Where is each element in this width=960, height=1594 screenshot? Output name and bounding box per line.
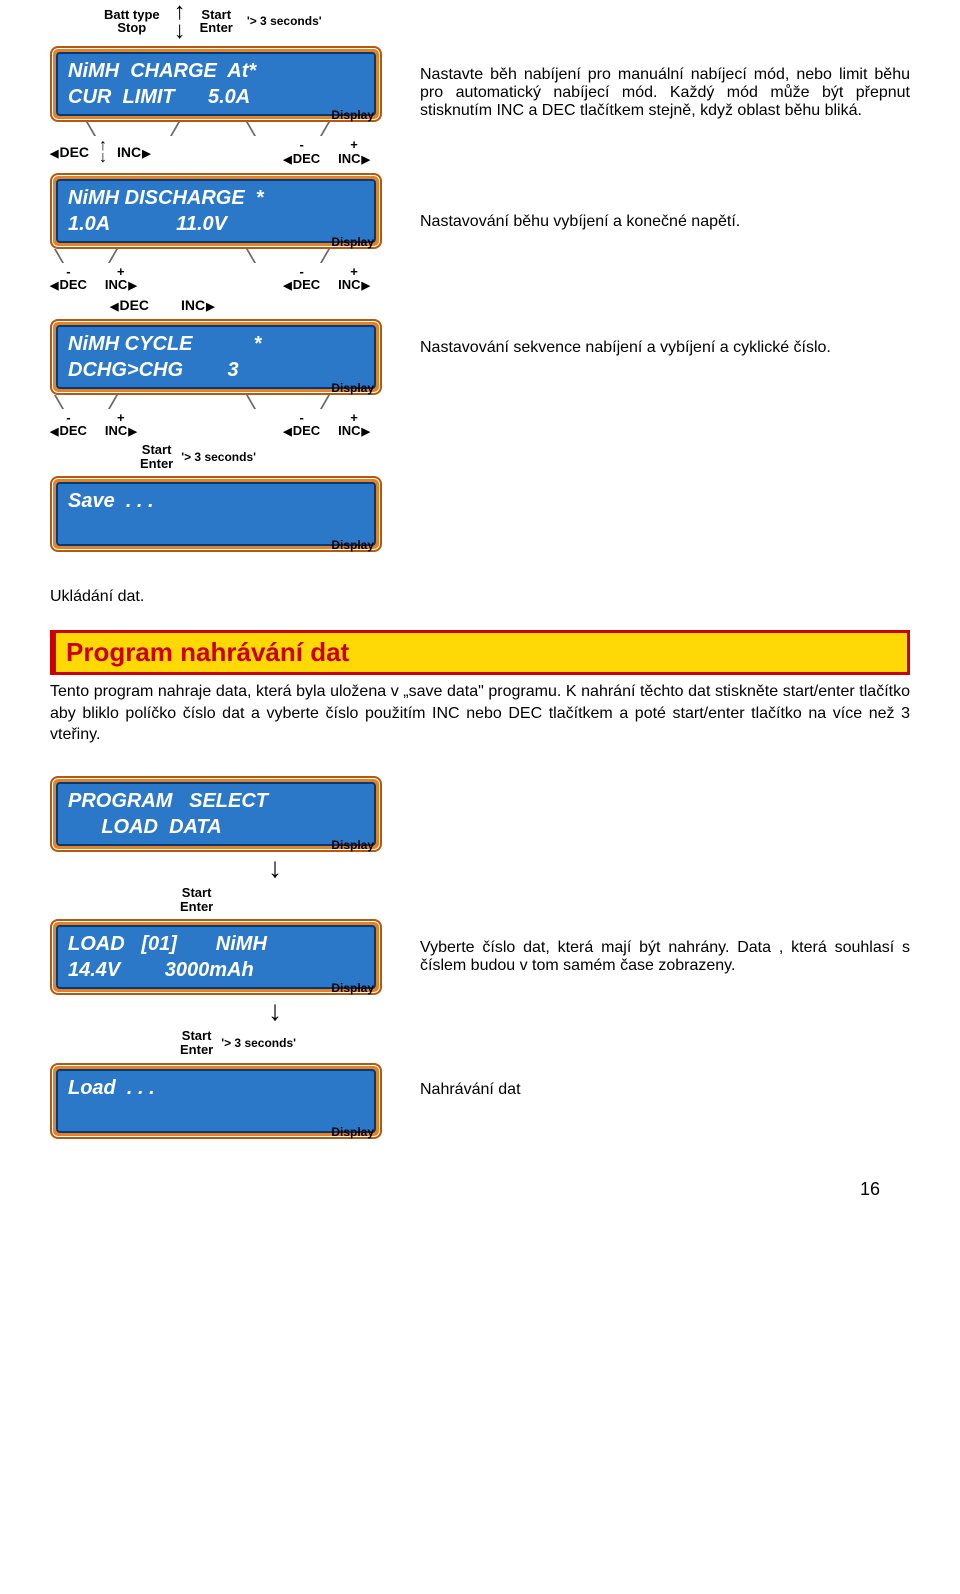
top-control-row: Batt type Stop ↑↓ Start Enter '> 3 secon… <box>50 0 910 42</box>
lcd4-line1: Save . . . <box>68 490 154 512</box>
ticks-2 <box>50 249 370 263</box>
lcd-load-select: LOAD [01] NiMH 14.4V 3000mAh Display <box>50 919 382 995</box>
lcd3-line1: NiMH CYCLE * <box>68 333 261 355</box>
ticks-1 <box>50 122 370 136</box>
row-load-select: LOAD [01] NiMH 14.4V 3000mAh Display ↓ S… <box>50 919 910 1058</box>
inc-label: INC <box>117 144 151 160</box>
row-cycle: NiMH CYCLE * DCHG>CHG 3 Display -DEC +IN… <box>50 319 910 472</box>
section-banner: Program nahrávání dat <box>50 630 910 675</box>
gt3s-label: '> 3 seconds' <box>247 14 322 28</box>
display-label: Display <box>331 1125 374 1139</box>
row-program-select: PROGRAM SELECT LOAD DATA Display ↓ Start… <box>50 776 910 915</box>
arrow-updown-icon: ↑↓ <box>174 2 186 40</box>
para-load-select: Vyberte číslo dat, která mají být nahrán… <box>400 919 910 975</box>
display-label: Display <box>331 381 374 395</box>
minus-dec: -DEC <box>50 265 87 293</box>
batt-type-stop-label: Batt type Stop <box>104 8 160 35</box>
lcd5-line2: LOAD DATA <box>68 816 222 838</box>
plus-inc: +INC <box>338 138 370 166</box>
row-loading: Load . . . Display Nahrávání dat <box>50 1063 910 1139</box>
arrow-down-icon: ↓ <box>268 854 282 882</box>
plus-inc: +INC <box>338 265 370 293</box>
start-enter-label: Start Enter <box>140 443 173 470</box>
lcd2-line1: NiMH DISCHARGE * <box>68 187 264 209</box>
row-save: Save . . . Display <box>50 476 910 552</box>
gt3s-label: '> 3 seconds' <box>181 450 256 464</box>
ticks-3 <box>50 395 370 409</box>
plus-inc: +INC <box>105 411 137 439</box>
dec-label: DEC <box>50 144 89 160</box>
display-label: Display <box>331 235 374 249</box>
lcd-discharge: NiMH DISCHARGE * 1.0A 11.0V Display <box>50 173 382 249</box>
dec-label: DEC <box>110 297 149 313</box>
arrow-down-icon: ↓ <box>268 997 282 1025</box>
banner-body: Tento program nahraje data, která byla u… <box>50 681 910 746</box>
start-enter-label: Start Enter <box>180 1029 213 1056</box>
row-charge: NiMH CHARGE At* CUR LIMIT 5.0A Display D… <box>50 46 910 168</box>
minus-dec: -DEC <box>283 138 320 166</box>
minus-dec: -DEC <box>283 265 320 293</box>
display-label: Display <box>331 838 374 852</box>
para-discharge: Nastavování běhu vybíjení a konečné napě… <box>400 173 910 231</box>
start-enter-label: Start Enter <box>180 886 213 913</box>
lcd1-line2: CUR LIMIT 5.0A <box>68 86 250 108</box>
plus-inc: +INC <box>105 265 137 293</box>
lcd5-line1: PROGRAM SELECT <box>68 790 268 812</box>
display-label: Display <box>331 981 374 995</box>
inc-label: INC <box>181 297 215 313</box>
display-label: Display <box>331 108 374 122</box>
lcd-save: Save . . . Display <box>50 476 382 552</box>
lcd-charge: NiMH CHARGE At* CUR LIMIT 5.0A Display <box>50 46 382 122</box>
gt3s-label: '> 3 seconds' <box>221 1036 296 1050</box>
lcd6-line2: 14.4V 3000mAh <box>68 959 254 981</box>
minus-dec: -DEC <box>50 411 87 439</box>
para-loading: Nahrávání dat <box>400 1063 910 1099</box>
page-root: Batt type Stop ↑↓ Start Enter '> 3 secon… <box>0 0 960 1240</box>
lcd7-line1: Load . . . <box>68 1077 155 1099</box>
lcd2-line2: 1.0A 11.0V <box>68 213 227 235</box>
plus-inc: +INC <box>338 411 370 439</box>
display-label: Display <box>331 538 374 552</box>
start-enter-label: Start Enter <box>200 8 233 35</box>
lcd6-line1: LOAD [01] NiMH <box>68 933 267 955</box>
minus-dec: -DEC <box>283 411 320 439</box>
arrow-updown-icon: ↑↓ <box>99 140 107 166</box>
lcd-cycle: NiMH CYCLE * DCHG>CHG 3 Display <box>50 319 382 395</box>
para-charge: Nastavte běh nabíjení pro manuální nabíj… <box>400 46 910 120</box>
lcd-program-select: PROGRAM SELECT LOAD DATA Display <box>50 776 382 852</box>
row-discharge: NiMH DISCHARGE * 1.0A 11.0V Display -DEC… <box>50 173 910 315</box>
page-number: 16 <box>50 1179 910 1200</box>
para-save: Ukládání dat. <box>50 588 910 606</box>
para-cycle: Nastavování sekvence nabíjení a vybíjení… <box>400 319 910 357</box>
lcd1-line1: NiMH CHARGE At* <box>68 60 256 82</box>
lcd-loading: Load . . . Display <box>50 1063 382 1139</box>
lcd3-line2: DCHG>CHG 3 <box>68 359 239 381</box>
